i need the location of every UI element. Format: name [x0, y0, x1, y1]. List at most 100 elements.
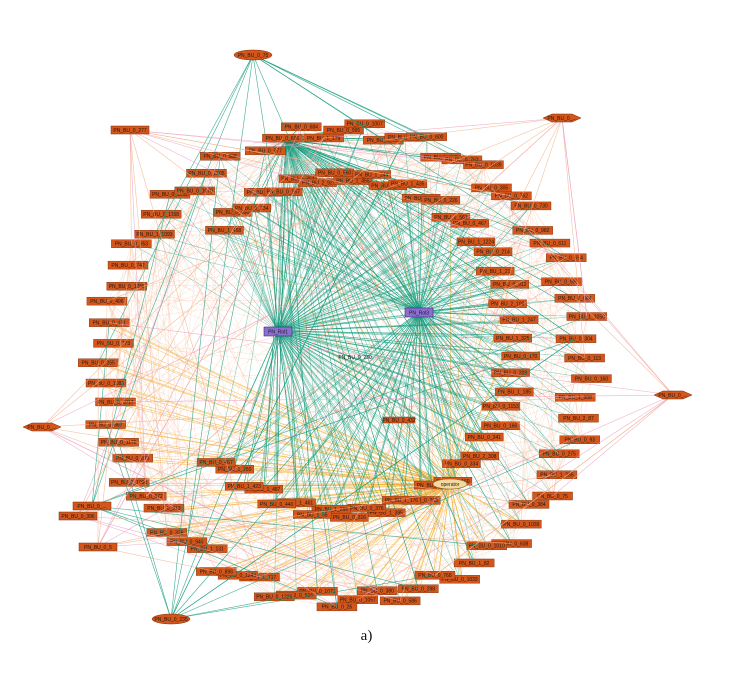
edge-operator: [394, 483, 451, 597]
graph-node[interactable]: PN_BU_1_1224: [456, 237, 496, 247]
edge-background: [418, 453, 560, 589]
graph-node[interactable]: PN_BU_1_176: [382, 495, 421, 505]
graph-node[interactable]: PN_BU_0_995: [323, 125, 364, 135]
graph-node[interactable]: PN_BU_0_241: [465, 432, 504, 442]
edge-role: [418, 311, 512, 544]
center-node-432[interactable]: PN_BU_0_432: [382, 416, 416, 424]
graph-node[interactable]: PN_BU_0_209: [491, 368, 530, 378]
node-box: [442, 459, 481, 468]
edge-role: [285, 139, 422, 501]
outlier-node[interactable]: PN_BU_0_...: [653, 390, 693, 400]
graph-node[interactable]: PN_BU_1_55: [293, 510, 332, 519]
edge-outlier: [252, 54, 463, 161]
outlier-node-label: PN_BU_0_75: [238, 53, 269, 59]
graph-node[interactable]: PN_BU_0_1083: [85, 378, 127, 388]
graph-node[interactable]: PN_BU_0_316: [330, 513, 369, 522]
edge-background: [561, 281, 577, 339]
edge-role: [277, 330, 558, 475]
graph-node[interactable]: PN_BU_0_167: [264, 187, 303, 197]
edge-role: [418, 311, 560, 454]
graph-node[interactable]: PN_BU_0_440: [257, 499, 296, 509]
edge-outlier: [105, 424, 172, 620]
graph-node[interactable]: PN_BU_1_21: [475, 266, 515, 276]
edge-role: [277, 330, 480, 460]
edge-background: [259, 495, 553, 578]
graph-node[interactable]: PN_BU_0_560: [315, 168, 354, 178]
edge-role: [300, 176, 420, 313]
graph-node[interactable]: PN_BU_0_376: [347, 504, 387, 513]
graph-node[interactable]: PN_BU_0_313: [143, 503, 185, 513]
outlier-node[interactable]: PN_BU_0_75: [233, 49, 273, 61]
graph-node[interactable]: PN_BU_1_435: [388, 179, 427, 189]
outlier-node[interactable]: PN_BU_0_...: [22, 422, 62, 432]
graph-node[interactable]: PN_BU_0_226: [421, 196, 461, 205]
node-label: PN_BU_0_1071: [299, 589, 335, 595]
center-node-230[interactable]: PN_BU_0_230: [338, 355, 372, 361]
node-label: PN_BU_2_308: [463, 454, 497, 460]
edge-role: [277, 330, 579, 419]
edge-operator: [449, 284, 510, 485]
edge-role: [285, 139, 387, 513]
edge-role: [169, 194, 420, 313]
edge-background: [364, 123, 577, 339]
hub-node-rol3[interactable]: PN_Rol3: [404, 307, 434, 318]
graph-node[interactable]: PN_BU_1_247: [499, 315, 539, 324]
hub-node-operator[interactable]: operator: [432, 478, 468, 490]
outlier-node[interactable]: PN_BU_0_...: [542, 113, 582, 123]
node-label: PN_BU_0_1057: [340, 597, 376, 603]
edge-role: [154, 234, 279, 332]
node-label: PN_BU_0_1090: [111, 480, 147, 486]
edge-operator: [101, 364, 451, 485]
graph-node[interactable]: PN_BU_1_244: [352, 170, 391, 179]
edge-outlier: [41, 426, 436, 576]
graph-node[interactable]: PN_BU_1_423: [224, 482, 264, 491]
node-label: PN_BU_0_654: [550, 255, 584, 261]
outlier-node[interactable]: PN_BU_0_5: [78, 542, 118, 552]
graph-node[interactable]: PN_BU_2_109: [488, 299, 527, 308]
edge-role: [277, 330, 457, 486]
outlier-node[interactable]: PN_BU_0_277: [110, 125, 150, 135]
edge-role: [218, 311, 420, 465]
graph-node[interactable]: PN_BU_0_334: [442, 459, 481, 468]
outlier-node[interactable]: PN_BU_0_...: [72, 501, 112, 511]
graph-node[interactable]: PN_BU_0_912: [490, 280, 529, 289]
graph-node[interactable]: PN_BU_0_1153: [481, 402, 521, 411]
graph-node[interactable]: PN_BU_0_875: [112, 453, 153, 463]
edge-role: [374, 174, 420, 313]
graph-node[interactable]: PN_BU_0_234: [232, 203, 271, 213]
graph-node[interactable]: PN_BU_0_742: [107, 260, 149, 270]
node-label: PN_BU_0_1039: [465, 162, 501, 168]
graph-node[interactable]: PN_BU_1_185: [495, 387, 534, 397]
node-label: PN_BU_0_1033: [442, 577, 478, 583]
graph-node[interactable]: PN_BU_0_160: [571, 374, 612, 383]
graph-node[interactable]: PN_BU_1_458: [205, 226, 244, 235]
graph-node[interactable]: PN_BU_0_773: [93, 339, 134, 348]
graph-node[interactable]: PN_BU_2_87: [558, 413, 599, 423]
node-label: PN_BU_2_92: [302, 180, 333, 186]
graph-node[interactable]: PN_BU_1_131: [186, 544, 228, 553]
graph-node[interactable]: PN_BU_0_166: [481, 421, 520, 430]
graph-node[interactable]: PN_BU_0_467: [450, 219, 489, 228]
graph-node[interactable]: PN_BU_2_308: [460, 451, 499, 461]
outlier-node[interactable]: PN_BU_0_396: [58, 511, 98, 521]
node-label: PN_BU_0_263: [405, 498, 439, 504]
outlier-node[interactable]: PN_BU_0_235: [151, 613, 191, 625]
graph-node[interactable]: PN_BU_0_1070: [174, 186, 216, 196]
graph-node[interactable]: PN_BU_1_325: [493, 333, 533, 343]
edge-outlier: [170, 439, 580, 620]
edge-role: [418, 311, 511, 336]
edge-role: [418, 311, 487, 546]
graph-node[interactable]: PN_BU_0_611: [529, 238, 571, 248]
graph-node[interactable]: PN_BU_0_170: [501, 351, 540, 361]
node-label: PN_BU_1_325: [496, 336, 530, 342]
edge-role: [161, 214, 279, 332]
edge-role: [277, 330, 560, 454]
graph-node[interactable]: PN_BU_0_1226: [254, 592, 295, 602]
graph-node[interactable]: PN_BU_0_1158: [140, 209, 182, 219]
graph-node[interactable]: PN_BU_0_1039: [501, 519, 542, 529]
node-label: PN_BU_0_995: [327, 128, 361, 134]
hub-node-rol1[interactable]: PN_Rol1: [263, 326, 293, 337]
edge-role: [277, 270, 494, 332]
node-label: PN_BU_0_166: [484, 424, 518, 430]
